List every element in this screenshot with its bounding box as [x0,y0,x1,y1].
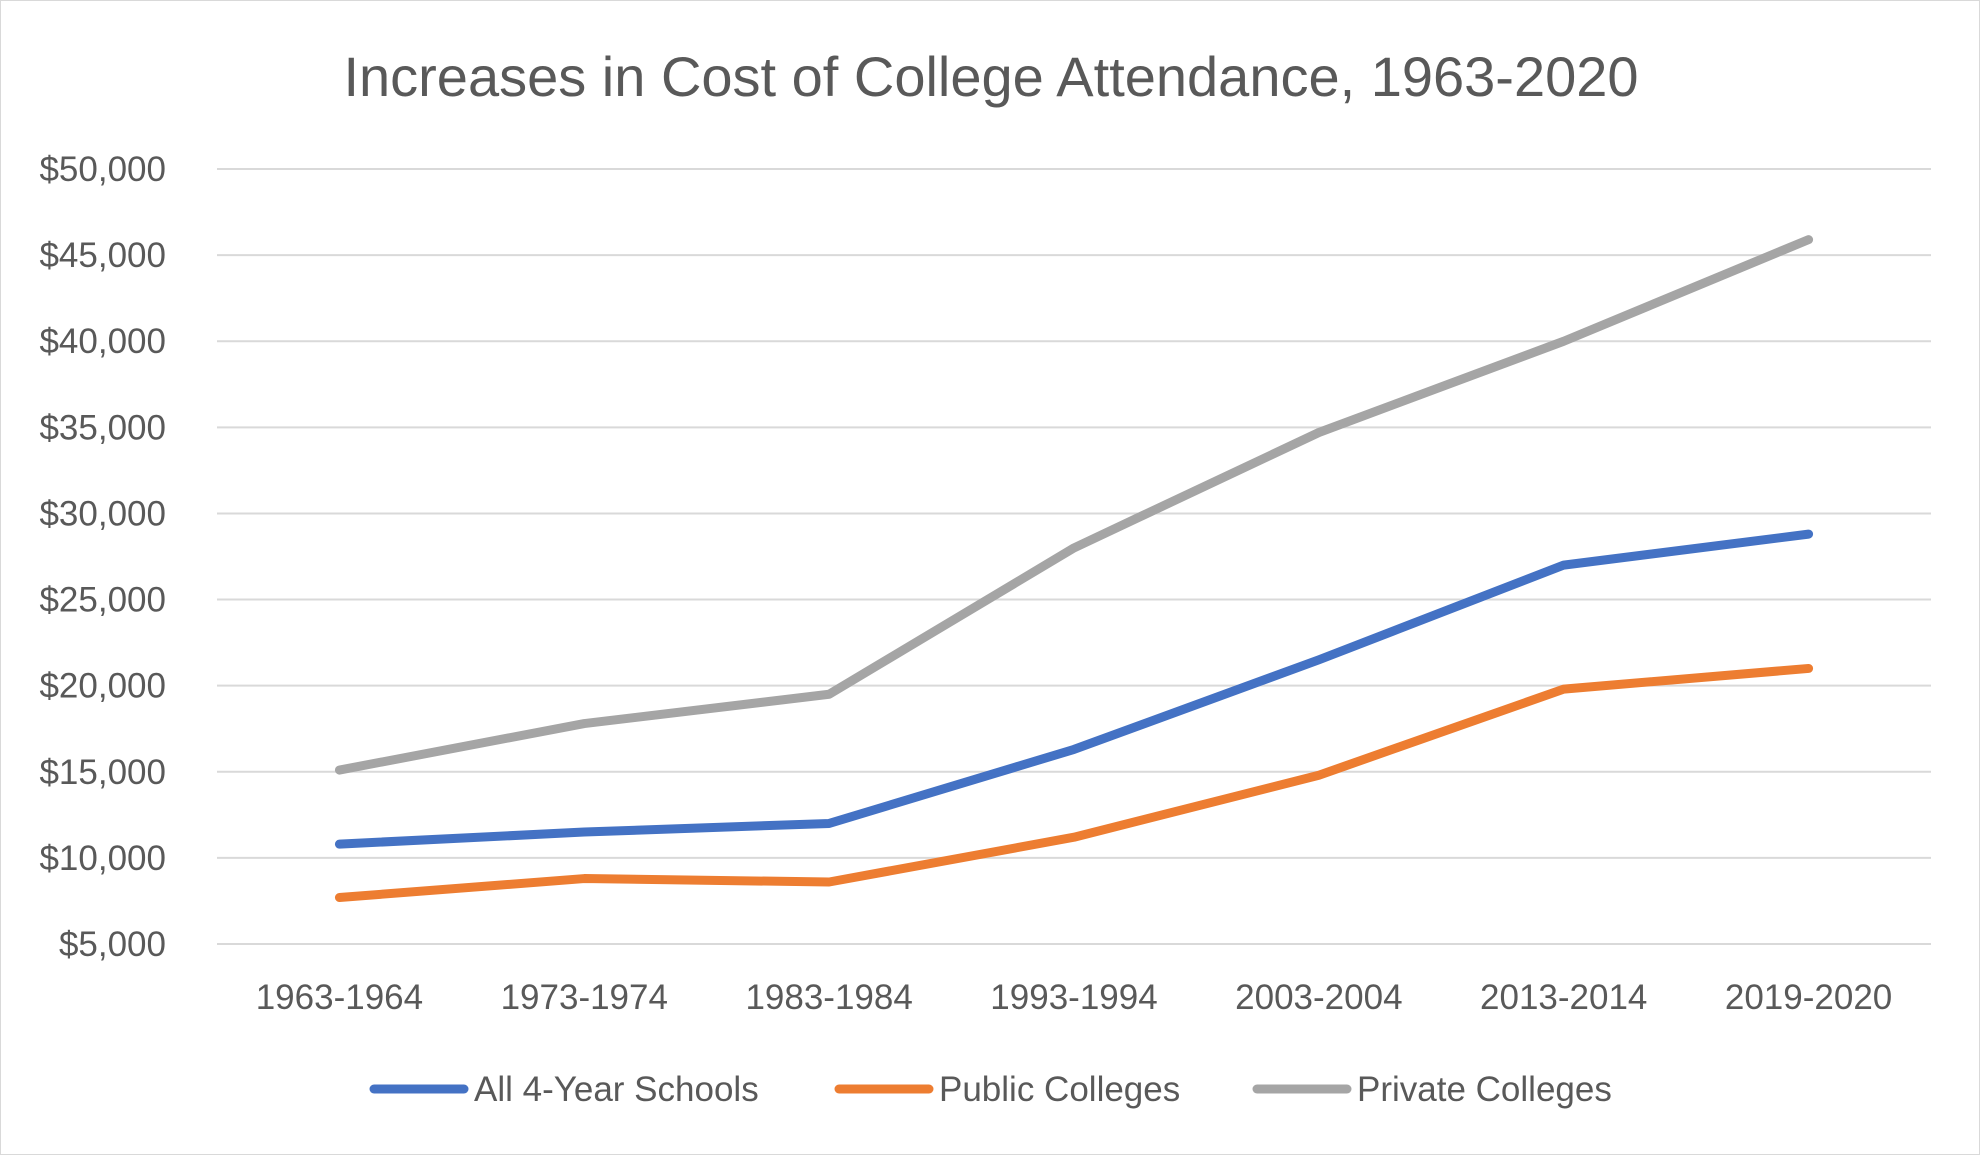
y-tick-label: $10,000 [39,839,166,878]
x-tick-label: 1993-1994 [990,978,1157,1017]
y-tick-label: $35,000 [39,408,166,447]
legend-label-all-4-year-schools: All 4-Year Schools [474,1070,759,1109]
y-tick-label: $45,000 [39,236,166,275]
gridlines [217,168,1931,945]
x-tick-label: 1963-1964 [256,978,423,1017]
y-tick-label: $50,000 [39,150,166,189]
series-line-public-colleges [334,663,1814,902]
chart-title: Increases in Cost of College Attendance,… [343,45,1638,108]
series-line-all-4-year-schools [334,529,1814,849]
y-tick-label: $20,000 [39,667,166,706]
x-tick-label: 2013-2014 [1480,978,1647,1017]
y-tick-label: $40,000 [39,322,166,361]
legend-label-public-colleges: Public Colleges [939,1070,1180,1109]
y-tick-label: $30,000 [39,494,166,533]
x-tick-label: 2019-2020 [1725,978,1892,1017]
y-tick-label: $5,000 [59,925,166,964]
x-axis-ticks: 1963-1964 1973-1974 1983-1984 1993-1994 2003… [256,978,1893,1017]
x-tick-label: 1983-1984 [745,978,912,1017]
x-tick-label: 2003-2004 [1235,978,1402,1017]
legend-label-private-colleges: Private Colleges [1357,1070,1612,1109]
legend: All 4-Year Schools Public Colleges Private… [369,1070,1612,1109]
x-tick-label: 1973-1974 [501,978,668,1017]
y-tick-label: $15,000 [39,753,166,792]
series-lines [334,235,1814,902]
y-axis-ticks: $5,000 $10,000 $15,000 $20,000 $25,000 $30,00… [39,150,166,964]
series-line-private-colleges [334,235,1814,775]
y-tick-label: $25,000 [39,581,166,620]
